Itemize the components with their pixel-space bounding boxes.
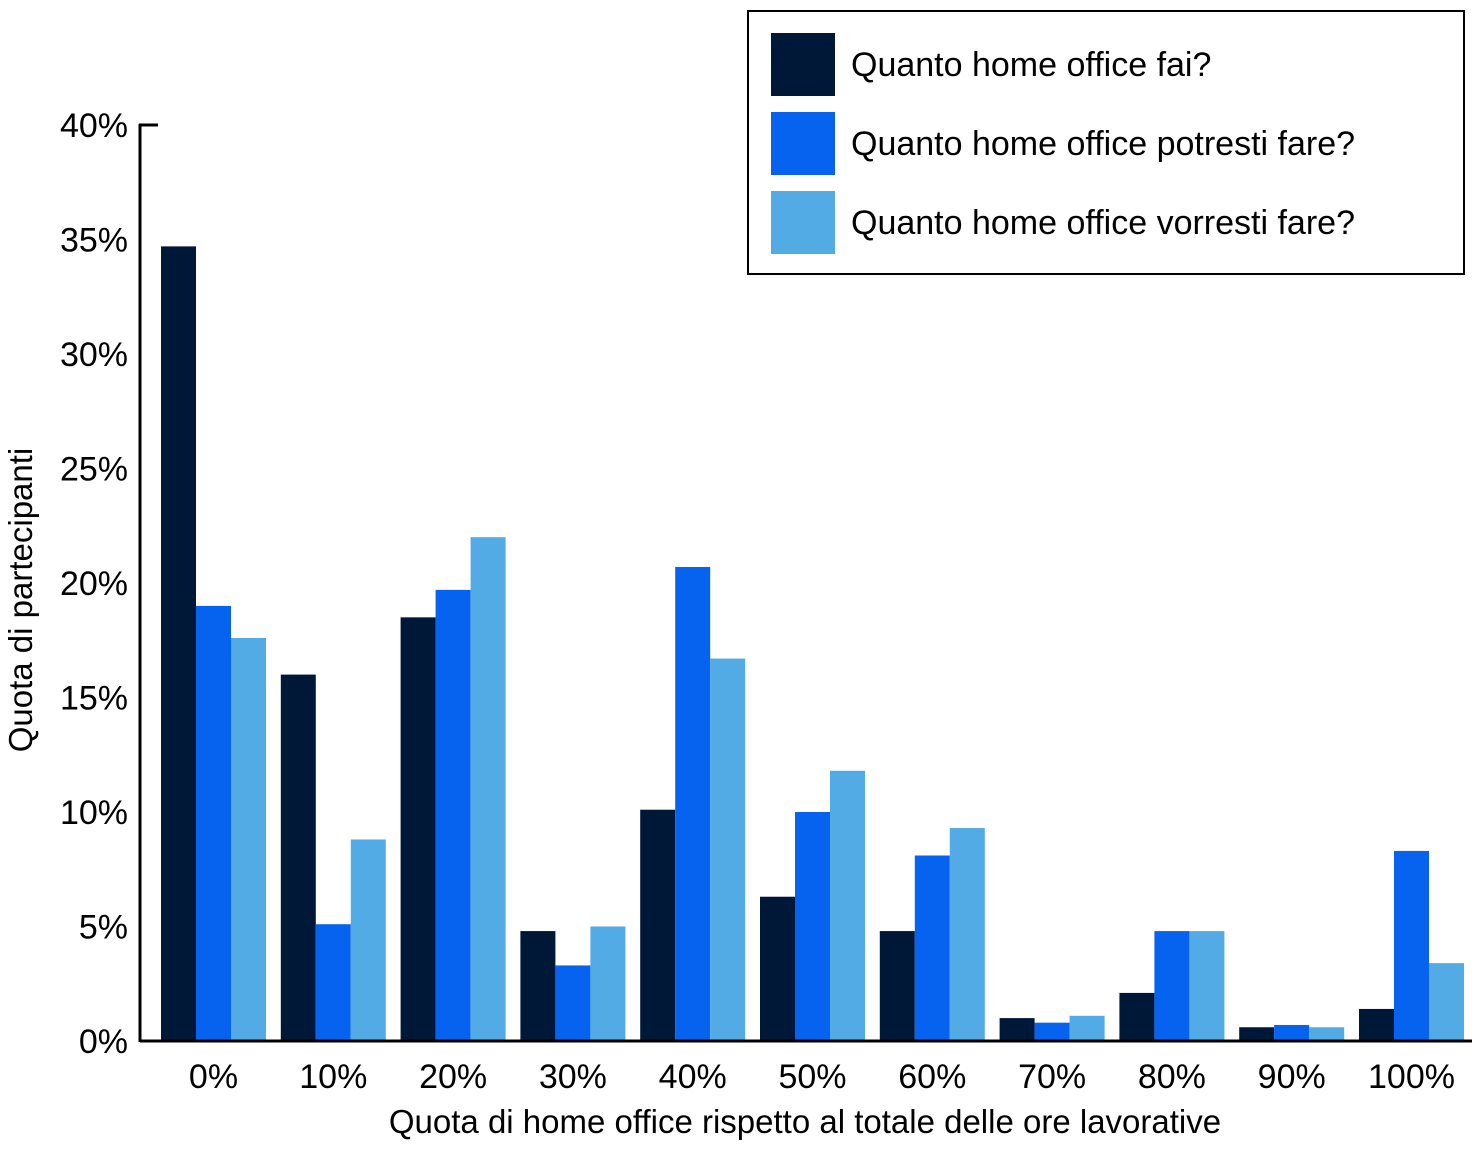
legend-label: Quanto home office vorresti fare? — [851, 204, 1355, 242]
y-tick-label: 20% — [60, 565, 128, 603]
bar — [1069, 1015, 1105, 1041]
bar — [1274, 1024, 1310, 1041]
bar — [1239, 1027, 1275, 1041]
y-tick-label: 0% — [79, 1023, 128, 1061]
bars-group — [161, 246, 1464, 1041]
x-tick-label: 40% — [659, 1058, 727, 1096]
bar — [1429, 963, 1464, 1041]
y-tick-label: 30% — [60, 336, 128, 374]
bar — [675, 566, 711, 1041]
x-tick-label: 0% — [189, 1058, 238, 1096]
y-tick-label: 40% — [60, 107, 128, 145]
bar — [1189, 931, 1225, 1041]
y-tick-label: 25% — [60, 451, 128, 489]
legend-label: Quanto home office potresti fare? — [851, 125, 1355, 163]
bar — [435, 589, 471, 1041]
bar — [400, 617, 436, 1041]
bar — [280, 674, 316, 1041]
bar — [470, 537, 506, 1041]
bar — [1154, 931, 1190, 1041]
bar — [555, 965, 591, 1041]
x-tick-label: 70% — [1018, 1058, 1086, 1096]
bar — [1119, 992, 1155, 1041]
bar — [710, 658, 746, 1041]
legend-label: Quanto home office fai? — [851, 46, 1211, 84]
x-tick-label: 60% — [898, 1058, 966, 1096]
bar — [949, 828, 985, 1041]
x-tick-label: 30% — [539, 1058, 607, 1096]
bar — [231, 637, 266, 1041]
legend-swatch — [771, 33, 835, 96]
legend-swatch — [771, 191, 835, 254]
x-tick-label: 80% — [1138, 1058, 1206, 1096]
x-tick-label: 10% — [299, 1058, 367, 1096]
bar — [879, 931, 915, 1041]
bar — [795, 812, 830, 1041]
bar — [999, 1018, 1035, 1041]
bar — [520, 931, 556, 1041]
bar — [315, 924, 351, 1041]
bar — [1394, 850, 1429, 1041]
bar — [196, 605, 231, 1041]
x-tick-label: 20% — [419, 1058, 487, 1096]
x-tick-label: 100% — [1368, 1058, 1455, 1096]
legend-box — [747, 10, 1465, 275]
bar — [161, 246, 196, 1041]
y-tick-label: 10% — [60, 794, 128, 832]
bar — [1359, 1008, 1394, 1041]
bar — [1309, 1027, 1345, 1041]
bar — [1034, 1022, 1070, 1041]
bar — [830, 770, 865, 1041]
y-axis-title: Quota di partecipanti — [2, 448, 39, 753]
y-tick-label: 15% — [60, 680, 128, 718]
x-tick-label: 90% — [1258, 1058, 1326, 1096]
bar — [350, 839, 386, 1041]
x-axis-title: Quota di home office rispetto al totale … — [389, 1103, 1221, 1140]
bar — [590, 926, 626, 1041]
bar — [760, 896, 795, 1041]
y-tick-label: 5% — [79, 909, 128, 947]
bar — [914, 855, 950, 1041]
y-tick-label: 35% — [60, 222, 128, 260]
x-tick-labels: 0% 10% 20% 30% 40% 50% 60% 70% 80% 90% 100% — [189, 1058, 1455, 1096]
bar — [640, 809, 676, 1041]
legend: Quanto home office fai? Quanto home offic… — [747, 10, 1465, 275]
x-tick-label: 50% — [778, 1058, 846, 1096]
legend-swatch — [771, 112, 835, 175]
y-tick-labels: 0% 5% 10% 15% 20% 25% 30% 35% 40% — [60, 107, 128, 1061]
